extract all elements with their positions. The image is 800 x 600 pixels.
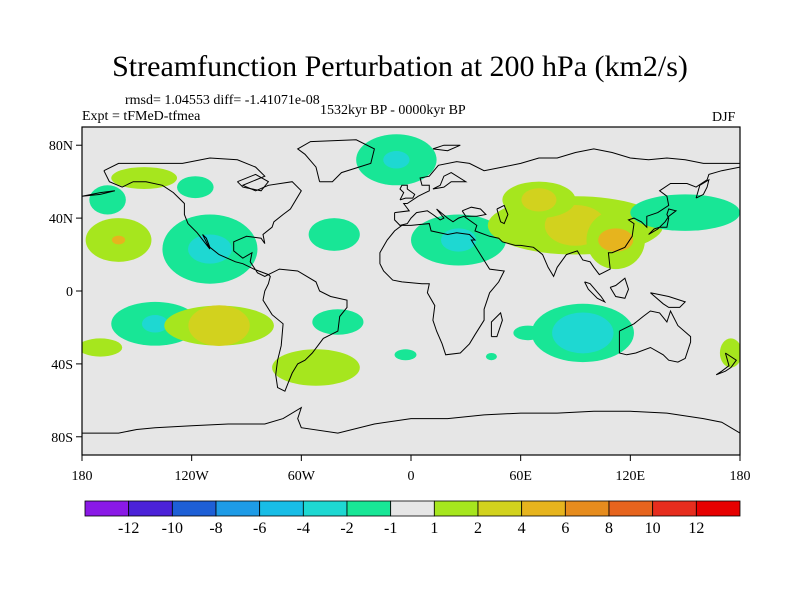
coastline-kamchatka: [695, 178, 710, 199]
coastline-baltic: [432, 172, 468, 190]
axes: 180 120W 60W 0 60E 120E 180 80N 40N 0 40S 80S: [49, 139, 751, 484]
y-tick-label: 40S: [51, 358, 73, 373]
colorbar-label: -10: [162, 520, 183, 537]
coastline-north-america: [103, 157, 302, 277]
colorbar-label: 8: [605, 520, 613, 537]
contour-indian-ocean-west: [513, 325, 543, 341]
period-label: 1532kyr BP - 0000kyr BP: [320, 103, 466, 118]
colorbar-label: 10: [645, 520, 661, 537]
contour-n-pacific-high-lat: [111, 167, 178, 189]
coastlines: [82, 139, 740, 434]
contour-sw-indian-east: [719, 338, 740, 368]
colorbar-swatch: [346, 500, 392, 517]
x-tick-label: 180: [730, 469, 751, 484]
contour-nw-pacific: [630, 194, 740, 231]
coastline-new-guinea: [650, 292, 687, 308]
coastline-uk: [399, 184, 416, 201]
x-tick-label: 120E: [616, 469, 646, 484]
colorbar-label: 6: [561, 520, 569, 537]
contour-fields: [82, 134, 740, 386]
colorbar-swatch: [477, 500, 523, 517]
coastline-black-sea: [461, 206, 487, 217]
contour-mid-atlantic: [308, 218, 360, 251]
x-tick-label: 60W: [288, 469, 316, 484]
y-tick-label: 80N: [49, 139, 73, 154]
coastline-hudson: [237, 173, 270, 192]
contour-s-atlantic: [272, 349, 360, 386]
colorbar-label: -2: [340, 520, 353, 537]
colorbar-swatch: [302, 500, 348, 517]
experiment-label: Expt = tFMeD-tfmea: [82, 109, 201, 124]
contour-core-tibet-core: [521, 188, 557, 212]
coastline-antarctica: [82, 406, 740, 434]
x-tick-label: 60E: [509, 469, 532, 484]
season-label: DJF: [712, 110, 736, 125]
x-tick-label: 120W: [175, 469, 210, 484]
colorbar-swatch: [521, 500, 566, 517]
colorbar-swatch: [128, 500, 173, 517]
colorbar-swatch: [433, 500, 479, 517]
contour-s-africa-south: [485, 352, 497, 361]
coastline-indonesia: [584, 281, 607, 304]
colorbar-swatch: [171, 500, 217, 517]
colorbar-label: -8: [209, 520, 222, 537]
colorbar-label: -12: [118, 520, 139, 537]
colorbar-label: -1: [384, 520, 397, 537]
contour-s-america-east: [312, 309, 364, 335]
stats-label: rmsd= 1.04553 diff= -1.41071e-08: [125, 93, 320, 108]
colorbar-swatch: [652, 500, 697, 517]
coastline-alaska-islands: [82, 190, 116, 197]
colorbar-label: 12: [688, 520, 704, 537]
coastline-australia: [618, 309, 692, 363]
contour-core-n-atlantic: [383, 151, 410, 169]
x-tick-label: 0: [408, 469, 415, 484]
contour-core-indian-ocean: [552, 312, 614, 354]
coastline-new-zealand: [715, 352, 738, 376]
coastline-eurasia: [394, 148, 740, 278]
y-tick-label: 0: [66, 285, 73, 300]
coastline-south-america: [262, 268, 348, 392]
colorbar-swatch: [390, 500, 435, 517]
coastline-madagascar: [490, 311, 503, 338]
colorbar-swatch: [215, 500, 261, 517]
x-tick-label: 180: [72, 469, 93, 484]
coastline-borneo: [609, 277, 630, 299]
coastline-caspian: [496, 204, 509, 225]
contour-core-china-core: [598, 228, 634, 252]
colorbar-swatch: [259, 500, 304, 517]
colorbar-swatch: [84, 500, 130, 517]
contour-s-atlantic-east: [394, 349, 417, 361]
colorbar-swatch: [564, 500, 610, 517]
colorbar-label: 1: [430, 520, 438, 537]
coastline-svalbard: [432, 144, 461, 152]
y-tick-label: 80S: [51, 431, 73, 446]
contour-nw-canada: [177, 176, 214, 199]
colorbar-label: -4: [297, 520, 310, 537]
y-tick-label: 40N: [49, 212, 73, 227]
colorbar-label: 4: [518, 520, 526, 537]
coastline-greenland: [296, 139, 375, 183]
chart-title: Streamfunction Perturbation at 200 hPa (…: [112, 50, 688, 83]
contour-sw-pacific-tail: [82, 338, 123, 357]
colorbar-swatch: [608, 500, 654, 517]
colorbar-swatch: [695, 500, 741, 517]
coastline-africa-eurasia: [379, 223, 505, 356]
coastline-japan: [648, 208, 678, 235]
colorbar: -12 -10 -8 -6 -4 -2 -1 1 2 4 6 8 10 12: [84, 500, 741, 537]
contour-core-s-pacific-west: [141, 315, 169, 333]
colorbar-label: 2: [474, 520, 482, 537]
contour-e-pacific-north: [89, 185, 126, 215]
contour-core-n-pacific-low: [111, 235, 126, 245]
contour-core-s-pacific-band: [188, 305, 250, 347]
colorbar-label: -6: [253, 520, 266, 537]
